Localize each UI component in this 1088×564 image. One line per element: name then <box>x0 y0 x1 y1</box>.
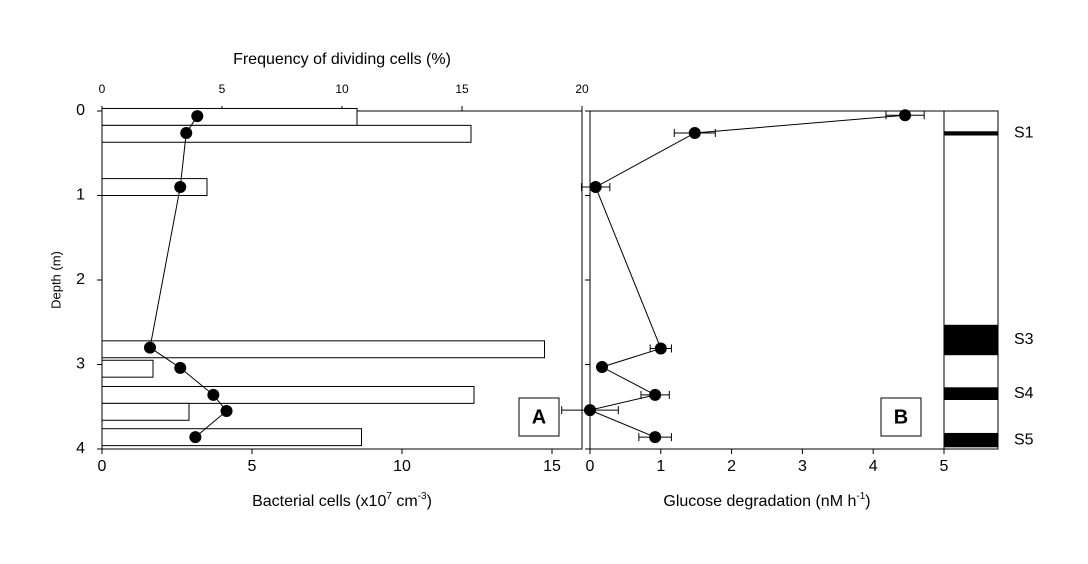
superscript: -3 <box>418 491 427 502</box>
bar <box>101 124 472 143</box>
point <box>649 388 662 401</box>
bar <box>101 385 475 404</box>
band <box>944 387 998 400</box>
x-tick-label: 3 <box>798 458 807 475</box>
panel-label: B <box>894 406 908 428</box>
x-tick-label: 1 <box>656 458 665 475</box>
point <box>596 361 609 374</box>
point <box>649 431 662 444</box>
panel-label-box <box>518 397 560 437</box>
x-tick-label: 2 <box>727 458 736 475</box>
x-tick-label: 0 <box>586 458 595 475</box>
band-label: S3 <box>1014 331 1034 348</box>
point <box>174 181 187 194</box>
x2-axis-title: Frequency of dividing cells (%) <box>233 51 451 68</box>
band-label: S1 <box>1014 125 1034 142</box>
point <box>584 404 596 417</box>
bar <box>101 402 190 421</box>
point <box>220 404 233 417</box>
label-part: Bacterial cells (x10 <box>252 493 386 510</box>
y-tick-label: 3 <box>76 356 85 373</box>
y-tick-label: 4 <box>76 440 85 457</box>
band <box>944 131 998 136</box>
x-tick-label: 10 <box>393 458 411 475</box>
panel-label: A <box>532 406 546 428</box>
band <box>944 324 998 356</box>
superscript: 7 <box>386 491 392 502</box>
x-tick-label: 5 <box>940 458 949 475</box>
point <box>144 341 156 354</box>
x-tick-label: 15 <box>543 458 561 475</box>
point <box>899 109 912 122</box>
band-label: S4 <box>1014 385 1034 402</box>
axis-title: Glucose degradation (nM h-1) <box>663 491 870 510</box>
x-tick-label: 0 <box>98 458 107 475</box>
label-part: ) <box>427 493 432 510</box>
label-part: cm <box>392 493 418 510</box>
x2-tick-label: 5 <box>219 82 226 96</box>
point <box>174 361 187 374</box>
point <box>589 181 602 194</box>
label-part: Glucose degradation (nM h <box>663 493 856 510</box>
panel-label-box <box>880 397 922 437</box>
point <box>189 431 202 444</box>
point <box>654 342 667 355</box>
point <box>180 126 193 139</box>
y-tick-label: 0 <box>76 102 85 119</box>
x-tick-label: 4 <box>869 458 878 475</box>
y-tick-label: 1 <box>76 187 85 204</box>
band-label: S5 <box>1014 431 1034 448</box>
bar <box>101 107 358 126</box>
x2-tick-label: 20 <box>575 82 589 96</box>
bar <box>101 340 545 359</box>
point <box>688 126 701 139</box>
x-tick-label: 5 <box>248 458 257 475</box>
superscript: -1 <box>856 491 865 502</box>
band <box>944 432 998 448</box>
y-tick-label: 2 <box>76 271 85 288</box>
line <box>588 114 906 438</box>
label-part: ) <box>865 493 870 510</box>
x2-tick-label: 15 <box>455 82 469 96</box>
x2-tick-label: 0 <box>99 82 106 96</box>
bar <box>101 178 208 197</box>
x2-tick-label: 10 <box>335 82 349 96</box>
point <box>191 110 204 123</box>
bar <box>101 359 154 378</box>
y-axis-title: Depth (m) <box>48 251 63 309</box>
point <box>207 388 220 401</box>
bar <box>101 428 362 447</box>
axis-title: Bacterial cells (x107 cm-3) <box>252 491 432 510</box>
